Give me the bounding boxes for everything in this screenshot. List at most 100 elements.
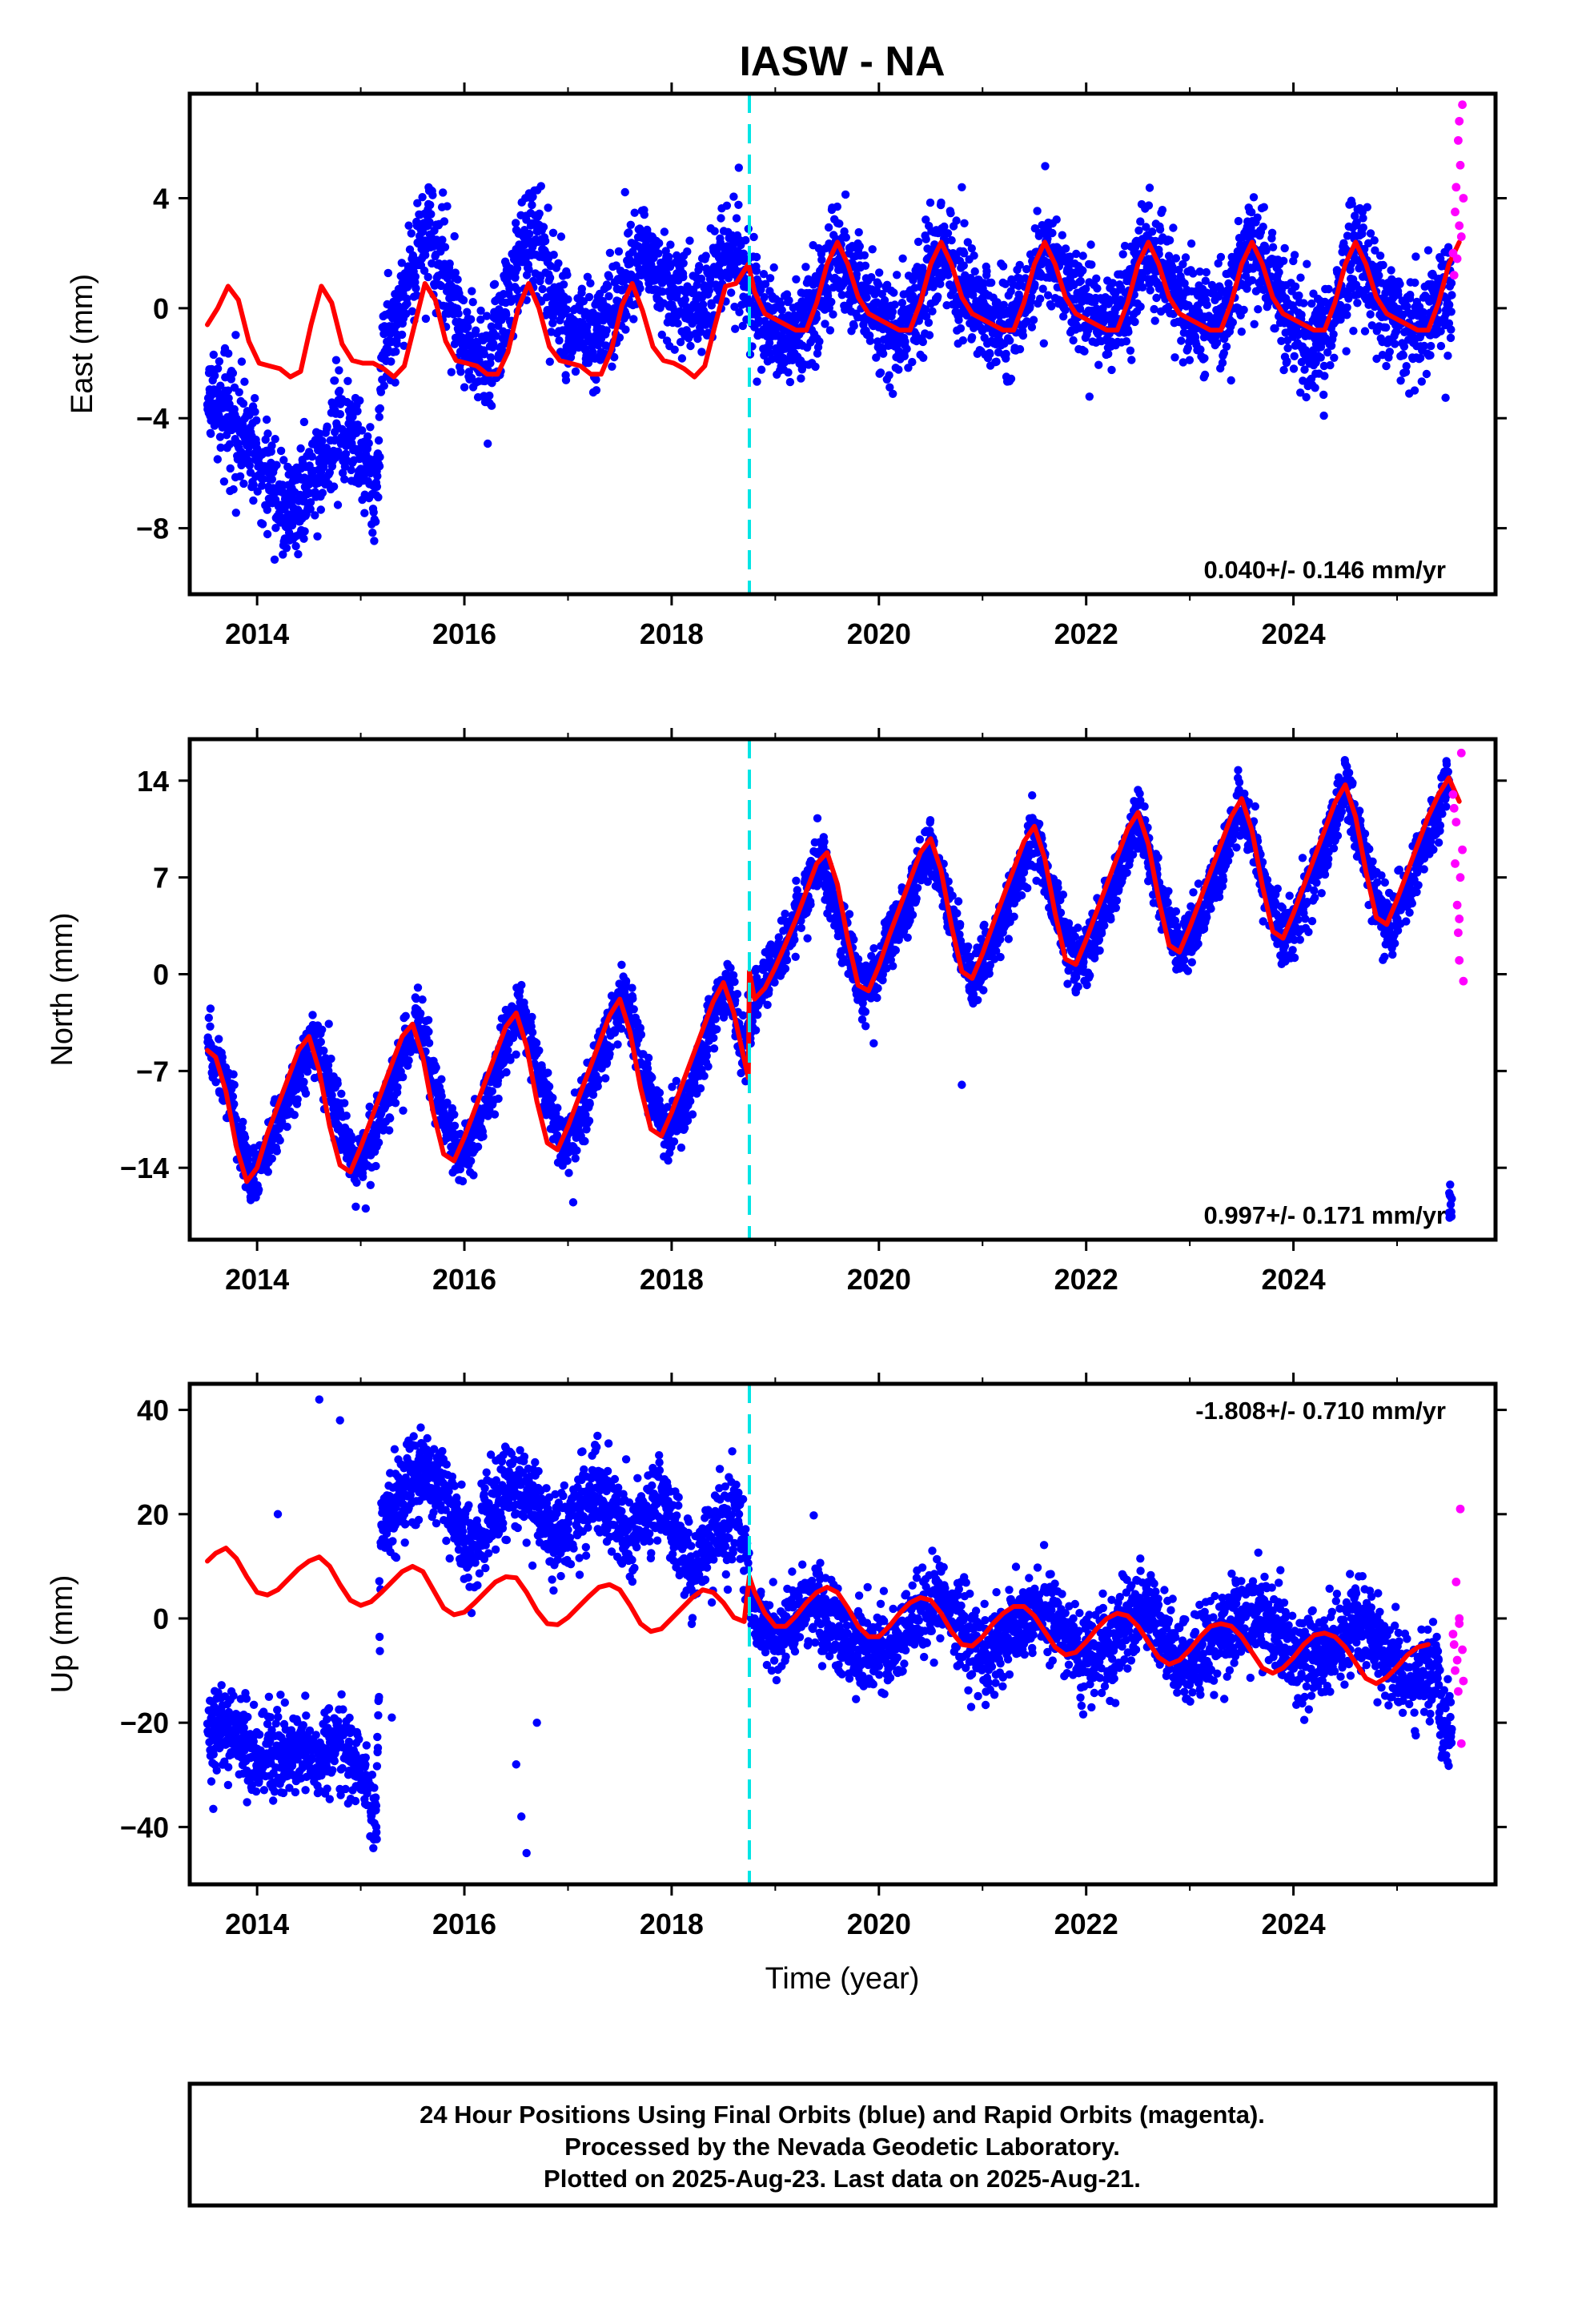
east-final-point xyxy=(300,527,309,536)
east-final-point xyxy=(812,313,821,323)
east-rapid-point xyxy=(1449,271,1459,280)
east-final-point xyxy=(894,365,903,374)
east-final-point xyxy=(722,201,732,210)
east-final-point xyxy=(898,254,907,263)
north-final-point xyxy=(391,1099,400,1108)
east-final-point xyxy=(311,511,319,520)
east-final-point xyxy=(299,534,308,543)
east-frame xyxy=(187,91,1498,597)
east-final-point xyxy=(1164,251,1174,260)
east-final-point xyxy=(1343,311,1351,320)
east-final-point xyxy=(239,399,248,408)
east-final-point xyxy=(464,323,472,332)
east-final-point xyxy=(377,353,386,362)
east-final-point xyxy=(1323,348,1332,357)
east-final-point xyxy=(889,288,898,297)
east-final-point xyxy=(1227,376,1235,385)
east-final-point xyxy=(825,326,835,335)
north-final-point xyxy=(366,1180,375,1190)
east-final-point xyxy=(331,428,339,436)
east-x-tick-label: 2020 xyxy=(847,617,911,650)
east-final-point xyxy=(1415,353,1425,363)
north-final-point xyxy=(374,1138,383,1147)
east-final-point xyxy=(1382,361,1391,371)
east-final-point xyxy=(1146,286,1154,295)
east-final-point xyxy=(476,306,485,316)
east-final-point xyxy=(943,229,953,238)
north-final-point xyxy=(206,1004,215,1013)
east-final-point xyxy=(592,386,601,395)
east-final-point xyxy=(1178,358,1188,367)
east-final-point xyxy=(343,376,352,385)
east-final-point xyxy=(827,297,836,307)
east-final-point xyxy=(784,368,793,377)
east-final-point xyxy=(688,304,697,313)
east-final-point xyxy=(375,412,383,421)
east-final-point xyxy=(686,341,695,351)
north-final-point xyxy=(371,1161,380,1171)
east-final-point xyxy=(970,251,978,260)
east-final-point xyxy=(548,319,557,328)
east-final-point xyxy=(1443,352,1452,360)
east-final-point xyxy=(860,251,869,259)
east-final-point xyxy=(913,237,923,247)
east-final-point xyxy=(1446,333,1456,343)
east-final-point xyxy=(306,505,315,513)
east-final-point xyxy=(1061,244,1070,253)
east-final-point xyxy=(549,251,558,259)
east-final-point xyxy=(777,306,786,315)
east-final-point xyxy=(889,389,897,398)
east-final-point xyxy=(1326,360,1335,370)
east-final-point xyxy=(1087,260,1096,269)
east-final-point xyxy=(624,228,633,237)
east-final-point xyxy=(1370,236,1379,245)
east-final-point xyxy=(538,284,547,294)
east-final-point xyxy=(741,235,750,245)
north-final-point xyxy=(215,1035,223,1043)
east-final-point xyxy=(1303,259,1311,268)
east-final-point xyxy=(602,326,611,335)
east-final-point xyxy=(451,268,460,277)
east-final-point xyxy=(1447,291,1456,300)
east-final-point xyxy=(397,330,407,340)
east-final-point xyxy=(901,337,909,346)
east-final-point xyxy=(765,274,775,283)
east-final-point xyxy=(657,330,666,340)
north-final-point xyxy=(361,1204,370,1213)
east-final-point xyxy=(735,308,744,316)
east-final-point xyxy=(276,446,286,456)
east-final-point xyxy=(1072,249,1081,259)
east-final-point xyxy=(1316,353,1325,362)
north-final-point xyxy=(204,1013,213,1023)
east-final-point xyxy=(353,420,362,429)
north-final-point xyxy=(272,1147,281,1156)
east-final-point xyxy=(1224,279,1233,288)
east-final-point xyxy=(375,404,384,413)
east-final-point xyxy=(1058,231,1067,239)
east-final-point xyxy=(283,510,293,519)
east-final-point xyxy=(1243,284,1251,293)
east-final-point xyxy=(1214,259,1223,268)
east-final-point xyxy=(211,371,219,380)
east-final-point xyxy=(640,210,648,219)
east-final-point xyxy=(1297,310,1306,320)
east-final-point xyxy=(1262,246,1271,255)
east-final-point xyxy=(1061,305,1070,315)
east-final-point xyxy=(921,235,930,243)
east-final-point xyxy=(1310,331,1319,340)
east-final-point xyxy=(228,368,238,378)
east-final-point xyxy=(1321,334,1330,343)
east-final-point xyxy=(252,416,261,425)
east-final-point xyxy=(392,340,401,348)
east-final-point xyxy=(815,337,824,346)
east-final-point xyxy=(673,319,682,328)
east-final-point xyxy=(1254,305,1263,314)
east-rapid-point xyxy=(1454,135,1463,145)
east-final-point xyxy=(717,214,725,223)
east-final-point xyxy=(391,347,400,356)
east-final-point xyxy=(693,280,701,289)
east-final-point xyxy=(1136,217,1145,226)
east-final-point xyxy=(888,308,897,316)
east-final-point xyxy=(992,357,1001,366)
east-final-point xyxy=(710,227,719,235)
